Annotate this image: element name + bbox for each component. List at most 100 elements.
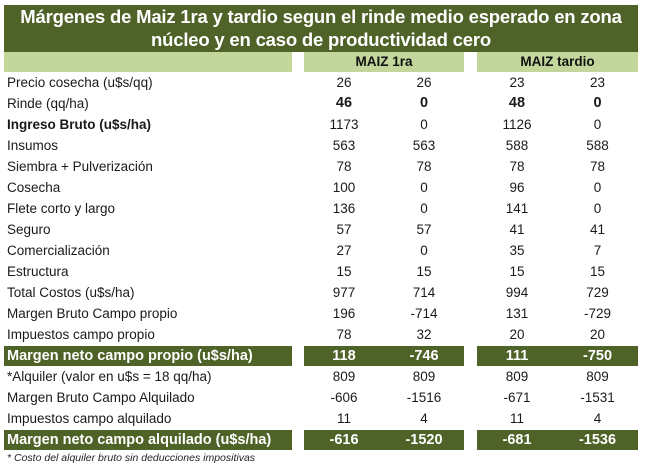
value-cell: 23	[589, 75, 606, 90]
footnote: * Costo del alquiler bruto sin deduccion…	[7, 452, 256, 464]
table-row: Comercialización 27 0 35 7	[0, 240, 650, 261]
row-label: Margen Bruto Campo propio	[7, 306, 178, 321]
value-cell: 78	[336, 159, 352, 174]
value-cell: 809	[412, 369, 436, 384]
value-cell: 41	[509, 222, 525, 237]
value-cell: 0	[420, 201, 428, 216]
value-cell: 46	[335, 95, 353, 111]
table-row: Siembra + Pulverización 78 78 78 78	[0, 156, 650, 177]
value-cell: 0	[420, 117, 428, 132]
row-label: Cosecha	[7, 180, 61, 195]
highlight-band	[304, 430, 464, 450]
row-label: Margen neto campo propio (u$s/ha)	[7, 348, 253, 364]
table-title: Márgenes de Maiz 1ra y tardio segun el r…	[4, 5, 638, 52]
value-cell: -729	[583, 306, 612, 321]
value-cell: 729	[586, 285, 609, 300]
value-cell: 41	[589, 222, 606, 237]
table-row: Precio cosecha (u$s/qq) 26 26 23 23	[0, 72, 650, 93]
value-cell: 118	[332, 348, 356, 364]
group-label: MAIZ tardio	[520, 54, 595, 69]
value-cell: -616	[329, 432, 359, 448]
value-cell: 0	[420, 243, 428, 258]
value-cell: -1516	[406, 390, 442, 405]
table-row: Total Costos (u$s/ha) 977 714 994 729	[0, 282, 650, 303]
value-cell: 100	[332, 180, 356, 195]
title-line-2: núcleo y en caso de productividad cero	[151, 29, 491, 50]
value-cell: 23	[509, 75, 525, 90]
row-label: Insumos	[7, 138, 59, 153]
value-cell: 78	[509, 159, 525, 174]
row-label: Estructura	[7, 264, 69, 279]
row-label: Ingreso Bruto (u$s/ha)	[7, 117, 152, 132]
title-line-1: Márgenes de Maiz 1ra y tardio segun el r…	[20, 6, 622, 27]
table-row: Ingreso Bruto (u$s/ha) 1173 0 1126 0	[0, 114, 650, 135]
table-row: *Alquiler (valor en u$s = 18 qq/ha) 809 80…	[0, 366, 650, 387]
value-cell: 78	[416, 159, 432, 174]
value-cell: 0	[420, 180, 428, 195]
row-label: Impuestos campo propio	[7, 327, 155, 342]
highlight-band	[4, 430, 292, 450]
value-cell: 4	[420, 411, 428, 426]
value-cell: 0	[593, 117, 602, 132]
row-label: Margen neto campo alquilado (u$s/ha)	[7, 432, 272, 448]
row-label: Seguro	[7, 222, 51, 237]
row-label: Margen Bruto Campo Alquilado	[7, 390, 195, 405]
value-cell: 977	[332, 285, 356, 300]
highlight-band	[304, 346, 464, 366]
table-row: Impuestos campo alquilado 11 4 11 4	[0, 408, 650, 429]
value-cell: 7	[593, 243, 602, 258]
group-label: MAIZ 1ra	[355, 54, 413, 69]
table-row-highlight: Margen neto campo propio (u$s/ha) 118 -746…	[0, 345, 650, 366]
value-cell: 57	[416, 222, 432, 237]
value-cell: 15	[336, 264, 352, 279]
value-cell: 714	[412, 285, 436, 300]
value-cell: 26	[336, 75, 352, 90]
value-cell: 96	[509, 180, 525, 195]
value-cell: -1531	[580, 390, 615, 405]
value-cell: 15	[589, 264, 606, 279]
row-label: Comercialización	[7, 243, 110, 258]
table-row: Seguro 57 57 41 41	[0, 219, 650, 240]
value-cell: 196	[332, 306, 356, 321]
value-cell: 0	[593, 201, 602, 216]
row-label: Siembra + Pulverización	[7, 159, 153, 174]
value-cell: 1173	[329, 117, 359, 132]
value-cell: 32	[416, 327, 432, 342]
value-cell: 57	[336, 222, 352, 237]
value-cell: 809	[332, 369, 356, 384]
value-cell: 4	[593, 411, 602, 426]
highlight-band	[4, 346, 292, 366]
value-cell: -606	[330, 390, 358, 405]
value-cell: -681	[502, 432, 532, 448]
header-label-cell	[4, 52, 292, 72]
value-cell: 588	[586, 138, 609, 153]
table-row: Flete corto y largo 136 0 141 0	[0, 198, 650, 219]
value-cell: 136	[332, 201, 356, 216]
value-cell: 588	[505, 138, 529, 153]
table-row: Estructura 15 15 15 15	[0, 261, 650, 282]
header-group-maiz-1ra: MAIZ 1ra	[304, 52, 464, 72]
value-cell: 48	[508, 95, 526, 111]
value-cell: 111	[505, 348, 529, 364]
value-cell: 0	[419, 95, 429, 111]
value-cell: 131	[505, 306, 529, 321]
value-cell: 0	[593, 95, 602, 111]
row-label: Flete corto y largo	[7, 201, 116, 216]
value-cell: 563	[332, 138, 356, 153]
value-cell: -1520	[405, 432, 443, 448]
value-cell: 20	[589, 327, 606, 342]
value-cell: 809	[586, 369, 609, 384]
value-cell: 15	[509, 264, 525, 279]
value-cell: 141	[505, 201, 529, 216]
value-cell: 563	[412, 138, 436, 153]
value-cell: 809	[505, 369, 529, 384]
value-cell: 35	[509, 243, 525, 258]
value-cell: -714	[410, 306, 438, 321]
header-group-maiz-tardio: MAIZ tardio	[477, 52, 638, 72]
table-row: Rinde (qq/ha) 46 0 48 0	[0, 93, 650, 114]
value-cell: 994	[505, 285, 529, 300]
table-row: Margen Bruto Campo Alquilado -606 -1516 -67…	[0, 387, 650, 408]
row-label: Precio cosecha (u$s/qq)	[7, 75, 153, 90]
table-row-highlight: Margen neto campo alquilado (u$s/ha) -616…	[0, 429, 650, 450]
margins-table: Precio cosecha (u$s/qq) 26 26 23 23 Rinde (qq…	[0, 72, 650, 450]
